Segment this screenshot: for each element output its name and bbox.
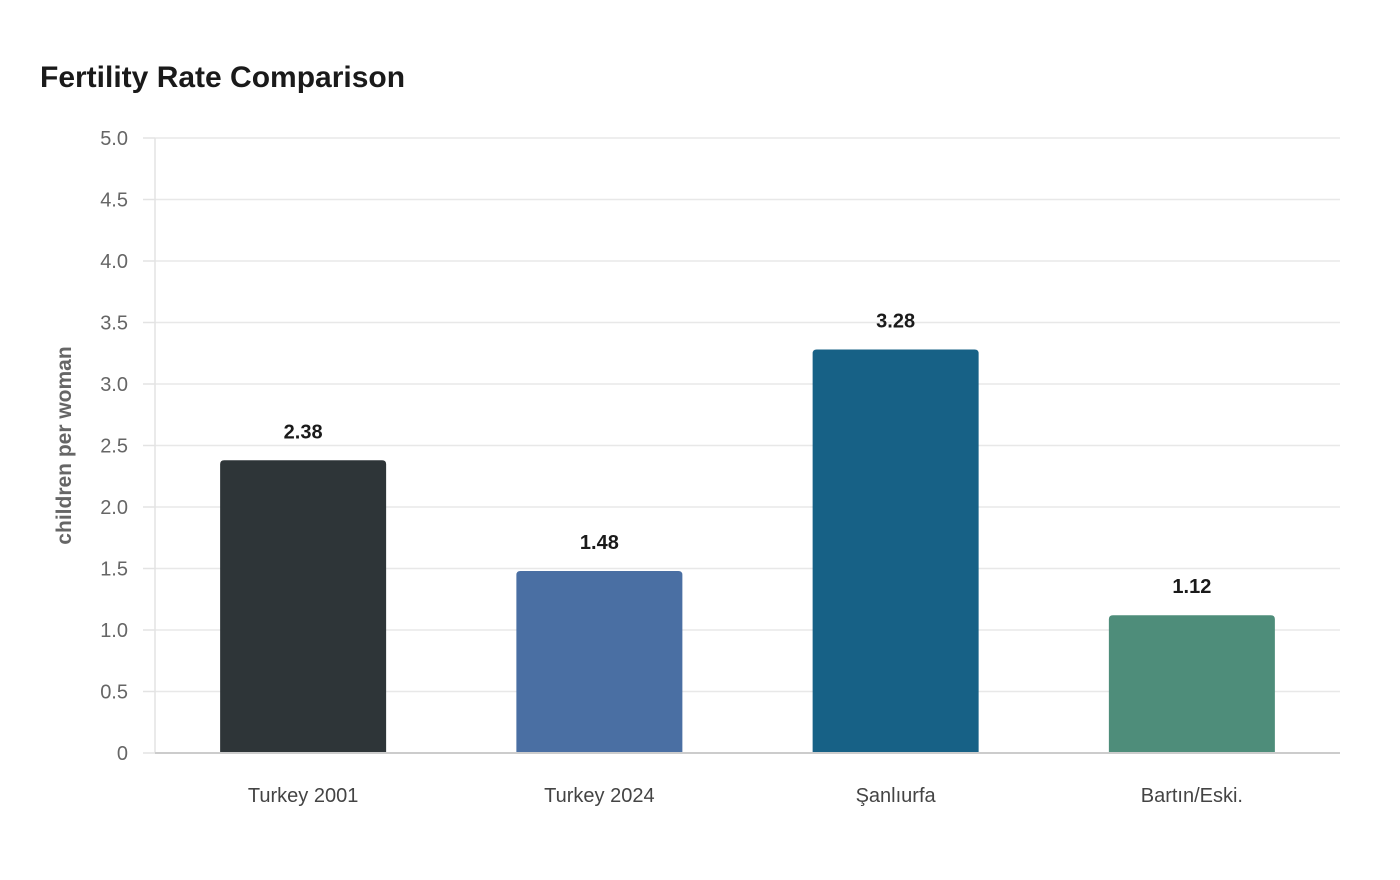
y-tick-label: 2.5 <box>100 436 128 458</box>
y-axis-label: children per woman <box>53 346 76 544</box>
y-tick-label: 0 <box>117 743 128 765</box>
y-tick-label: 2.0 <box>100 497 128 519</box>
x-tick-label: Bartın/Eski. <box>1141 785 1243 807</box>
bar <box>220 460 387 753</box>
x-tick-label: Şanlıurfa <box>856 785 937 807</box>
labels: 0 0.5 1.0 1.5 2.0 2.5 3.0 3.5 4.0 4.5 5.0 2.38 Turke… <box>100 128 1243 807</box>
y-tick-label: 3.5 <box>100 313 128 335</box>
bar <box>516 570 683 753</box>
bar <box>812 349 979 753</box>
bar-value-label: 1.12 <box>1172 576 1211 598</box>
bar <box>1108 615 1275 753</box>
y-tick-label: 5.0 <box>100 128 128 150</box>
y-tick-label: 0.5 <box>100 682 128 704</box>
bar-value-label: 2.38 <box>284 421 323 443</box>
y-tick-label: 1.0 <box>100 620 128 642</box>
bar-value-label: 3.28 <box>876 311 915 333</box>
y-tick-label: 4.5 <box>100 190 128 212</box>
chart-title: Fertility Rate Comparison <box>40 61 406 94</box>
y-tick-label: 3.0 <box>100 374 128 396</box>
y-tick-label: 4.0 <box>100 251 128 273</box>
x-tick-label: Turkey 2001 <box>248 785 358 807</box>
bars <box>220 349 1275 753</box>
bar-value-label: 1.48 <box>580 532 619 554</box>
y-tick-label: 1.5 <box>100 559 128 581</box>
x-tick-label: Turkey 2024 <box>544 785 654 807</box>
